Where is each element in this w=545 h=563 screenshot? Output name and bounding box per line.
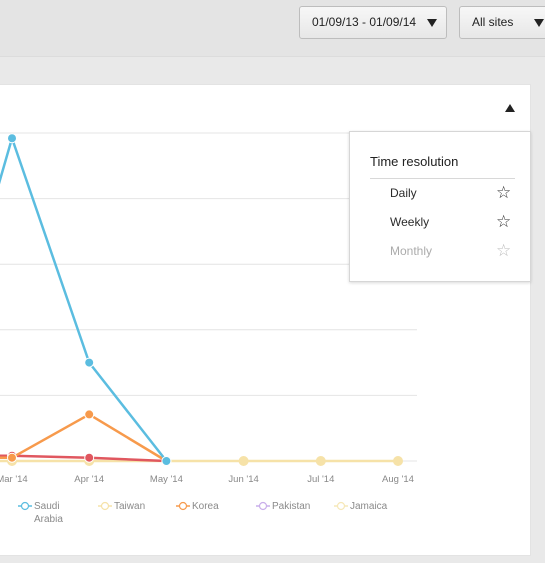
star-icon: ☆ bbox=[496, 241, 512, 260]
series-line bbox=[0, 454, 167, 463]
x-tick-label: Jul '14 bbox=[307, 474, 334, 485]
top-toolbar: 01/09/13 - 01/09/14 All sites bbox=[0, 0, 545, 57]
option-monthly: Monthly ☆ bbox=[350, 241, 530, 263]
data-point bbox=[84, 357, 95, 368]
data-point bbox=[7, 133, 17, 144]
data-point bbox=[238, 456, 249, 466]
legend-label: Pakistan bbox=[272, 501, 311, 512]
legend-marker-icon bbox=[98, 501, 112, 511]
chart-legend: Saudi Arabia Taiwan Korea Pakistan Jamaica bbox=[0, 500, 530, 540]
data-point bbox=[161, 456, 172, 466]
sites-dropdown-button[interactable]: All sites bbox=[459, 6, 545, 39]
menu-divider bbox=[370, 178, 515, 179]
data-point bbox=[393, 456, 403, 466]
time-resolution-menu: Time resolution Daily ☆ Weekly ☆ Monthly… bbox=[349, 131, 531, 282]
caret-down-icon bbox=[427, 19, 437, 27]
x-tick-label: May '14 bbox=[150, 474, 183, 485]
series-line bbox=[0, 136, 168, 462]
legend-marker-icon bbox=[176, 501, 190, 511]
option-weekly[interactable]: Weekly ☆ bbox=[350, 212, 530, 234]
caret-down-icon bbox=[534, 19, 544, 27]
menu-title: Time resolution bbox=[370, 154, 459, 169]
star-icon[interactable]: ☆ bbox=[496, 212, 512, 231]
legend-marker-icon bbox=[256, 501, 270, 511]
option-label: Daily bbox=[390, 186, 417, 200]
collapse-arrow-icon[interactable] bbox=[505, 104, 515, 112]
x-tick-label: Aug '14 bbox=[382, 474, 414, 485]
legend-label: Saudi Arabia bbox=[34, 501, 63, 525]
date-range-button[interactable]: 01/09/13 - 01/09/14 bbox=[299, 6, 447, 39]
sites-label: All sites bbox=[472, 15, 514, 29]
option-label: Monthly bbox=[390, 244, 433, 258]
x-tick-label: Mar '14 bbox=[0, 474, 28, 485]
x-tick-label: Jun '14 bbox=[228, 474, 258, 485]
data-point bbox=[7, 452, 17, 463]
star-icon[interactable]: ☆ bbox=[496, 183, 512, 202]
legend-label: Taiwan bbox=[114, 501, 146, 512]
legend-label: Jamaica bbox=[350, 501, 388, 512]
date-range-label: 01/09/13 - 01/09/14 bbox=[312, 15, 417, 29]
series-line bbox=[0, 413, 168, 463]
legend-marker-icon bbox=[18, 501, 32, 511]
legend-label: Korea bbox=[192, 501, 219, 512]
data-point bbox=[84, 452, 95, 463]
option-daily[interactable]: Daily ☆ bbox=[350, 183, 530, 205]
data-point bbox=[315, 456, 326, 466]
x-tick-label: Apr '14 bbox=[74, 474, 104, 485]
option-label: Weekly bbox=[390, 215, 430, 229]
legend-marker-icon bbox=[334, 501, 348, 511]
data-point bbox=[84, 409, 95, 420]
